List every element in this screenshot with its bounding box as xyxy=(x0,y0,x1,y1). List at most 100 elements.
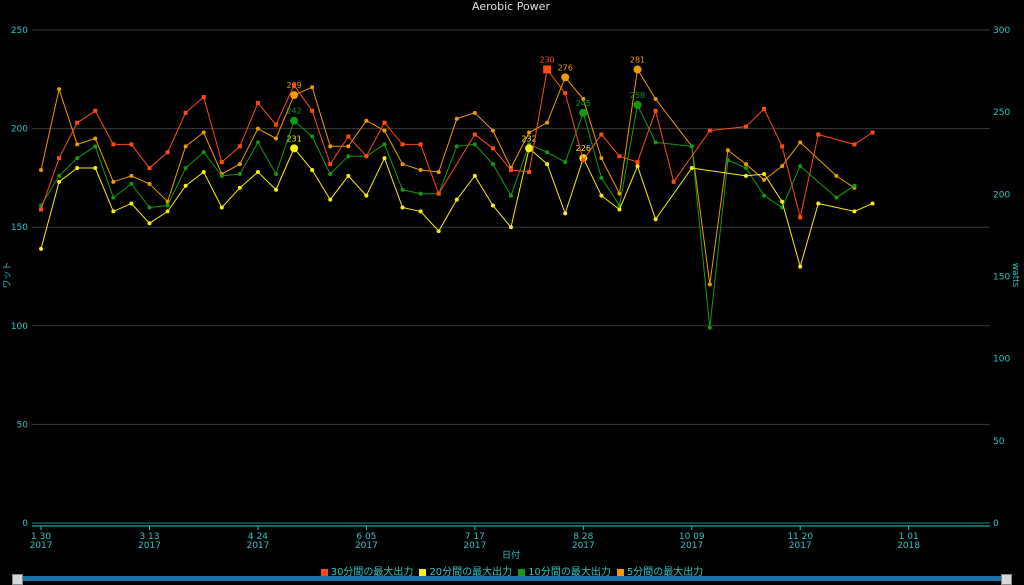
y-axis-left-label: ワット xyxy=(3,261,13,288)
data-point xyxy=(237,171,242,176)
data-point xyxy=(183,183,188,188)
data-point xyxy=(798,264,803,269)
y-right-tick-label: 200 xyxy=(993,190,1010,200)
data-point xyxy=(111,209,116,214)
data-point xyxy=(255,100,260,105)
data-point xyxy=(780,199,785,204)
series-line xyxy=(40,67,855,285)
y-right-tick-label: 150 xyxy=(993,273,1010,283)
legend-item-3[interactable]: 10分間の最大出力 xyxy=(518,563,611,578)
data-point xyxy=(292,83,297,88)
data-point xyxy=(274,122,279,127)
data-point xyxy=(653,97,658,102)
data-point xyxy=(798,140,803,145)
data-point xyxy=(183,144,188,149)
data-point xyxy=(111,179,116,184)
data-point xyxy=(852,183,857,188)
data-point xyxy=(255,169,260,174)
data-point xyxy=(780,144,785,149)
data-point xyxy=(237,185,242,190)
y-axis-right: 0 50 100 150 200 250 300 xyxy=(993,26,1010,529)
data-point xyxy=(561,73,570,82)
data-point xyxy=(111,142,116,147)
data-point xyxy=(509,193,513,198)
data-point xyxy=(93,108,98,113)
x-tick-year-label: 2018 xyxy=(897,541,920,551)
data-point xyxy=(527,130,532,135)
scroll-handle-right[interactable] xyxy=(1001,574,1012,585)
range-scrollbar[interactable] xyxy=(12,576,1012,581)
data-point xyxy=(364,193,369,198)
x-tick-label: 1 01 xyxy=(899,532,919,542)
x-tick-label: 10 09 xyxy=(679,532,705,542)
data-point xyxy=(454,197,459,202)
data-point xyxy=(743,162,748,167)
data-point xyxy=(870,201,875,206)
data-point xyxy=(436,169,441,174)
data-point xyxy=(633,65,642,74)
data-point xyxy=(310,134,315,139)
data-point xyxy=(599,193,604,198)
data-point xyxy=(237,162,242,167)
x-tick-label: 3 13 xyxy=(139,532,159,542)
data-point xyxy=(129,173,134,178)
data-point xyxy=(93,136,98,141)
data-point xyxy=(418,209,423,214)
x-tick-year-label: 2017 xyxy=(138,541,161,551)
legend-label: 5分間の最大出力 xyxy=(626,567,704,578)
legend-swatch xyxy=(419,568,427,576)
data-point xyxy=(328,162,333,167)
x-tick-label: 1 30 xyxy=(31,532,51,542)
y-left-tick-label: 150 xyxy=(11,223,28,233)
legend-item-1[interactable]: 30分間の最大出力 xyxy=(320,563,413,578)
y-axis-right-label: watts xyxy=(1010,263,1020,288)
series-2: 231 232 226 xyxy=(39,134,875,269)
data-point xyxy=(617,207,622,212)
data-point xyxy=(707,325,712,330)
y-left-tick-label: 200 xyxy=(11,125,28,135)
data-point xyxy=(328,171,333,176)
data-point xyxy=(364,118,369,123)
legend-item-4[interactable]: 5分間の最大出力 xyxy=(616,563,704,578)
data-point xyxy=(183,166,188,171)
data-point xyxy=(183,110,188,115)
data-point xyxy=(870,130,875,135)
data-point xyxy=(509,225,513,230)
data-point xyxy=(834,173,839,178)
scroll-handle-left[interactable] xyxy=(12,574,23,585)
data-point xyxy=(274,187,279,192)
legend-swatch xyxy=(616,568,624,576)
data-point xyxy=(689,166,694,171)
data-point xyxy=(653,217,658,222)
series-1: 230 xyxy=(39,55,875,220)
data-point xyxy=(129,201,134,206)
y-right-tick-label: 250 xyxy=(993,108,1010,118)
data-point xyxy=(147,205,152,210)
data-point xyxy=(147,166,152,171)
x-axis-label: 日付 xyxy=(502,550,520,561)
legend-item-2[interactable]: 20分間の最大出力 xyxy=(419,563,512,578)
data-label: 245 xyxy=(576,99,591,108)
data-point xyxy=(743,173,748,178)
data-point xyxy=(57,156,62,161)
data-point xyxy=(165,150,170,155)
legend: 30分間の最大出力 20分間の最大出力 10分間の最大出力 5分間の最大出力 xyxy=(0,563,1024,578)
data-point xyxy=(599,175,604,180)
x-tick-year-label: 2017 xyxy=(30,541,53,551)
data-point xyxy=(382,156,387,161)
data-label: 231 xyxy=(286,134,301,143)
data-point xyxy=(57,87,62,92)
data-point xyxy=(635,160,640,165)
data-point xyxy=(93,166,98,171)
data-point xyxy=(111,195,116,200)
data-point xyxy=(219,173,224,178)
data-point xyxy=(816,132,821,137)
data-point xyxy=(418,191,423,196)
data-point xyxy=(816,201,821,206)
data-point xyxy=(75,166,80,171)
data-point xyxy=(418,142,423,147)
legend-swatch xyxy=(518,568,526,576)
y-left-tick-label: 100 xyxy=(11,322,28,332)
data-point xyxy=(472,173,477,178)
